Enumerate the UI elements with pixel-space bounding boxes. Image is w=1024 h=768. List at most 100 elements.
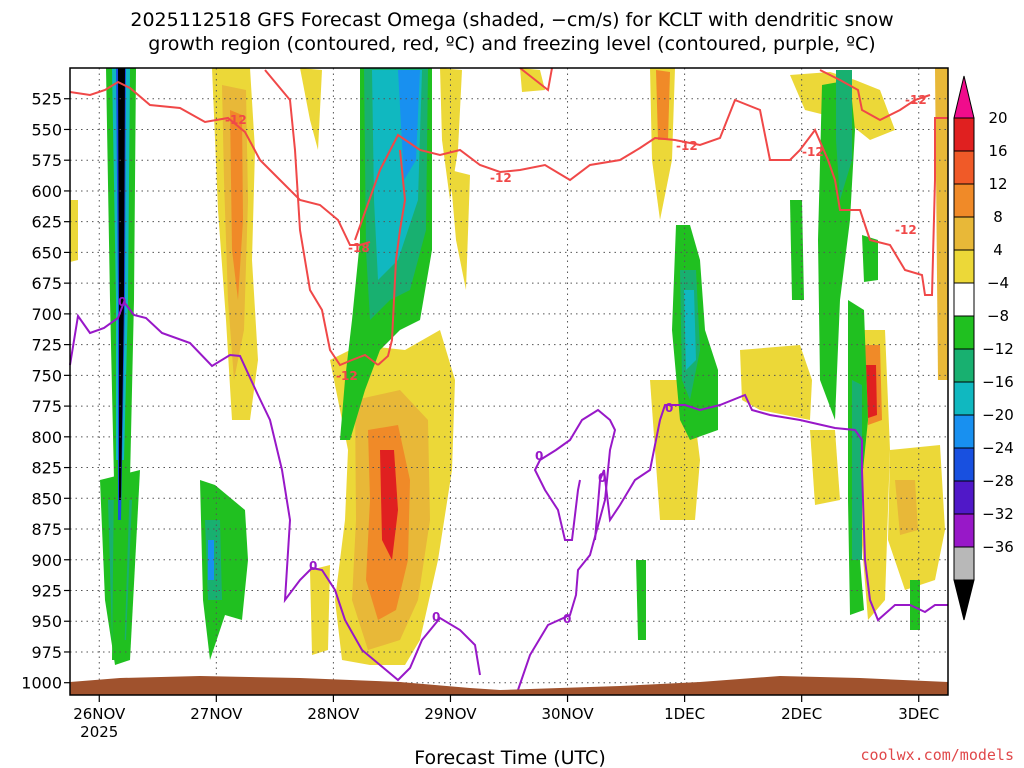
colorbar-label: 8 [993, 208, 1003, 226]
y-tick-label: 900 [31, 551, 62, 570]
freezing-label: 0 [563, 612, 571, 626]
colorbar-label: −12 [982, 340, 1014, 358]
y-axis: 525 550 575 600 625 650 675 700 725 750 775 800 825 8… [21, 90, 70, 693]
colorbar-swatch [953, 315, 975, 350]
omega-shading [70, 68, 948, 665]
y-tick-label: 925 [31, 582, 62, 601]
colorbar-swatch [953, 249, 975, 284]
y-tick-label: 950 [31, 612, 62, 631]
omega-negative-region [684, 290, 696, 370]
freezing-contours [69, 299, 948, 691]
colorbar-swatch [953, 216, 975, 251]
x-axis: 26NOV 27NOV 28NOV 29NOV 30NOV 1DEC 2DEC 3DEC 202… [73, 695, 939, 741]
freezing-contour-line [517, 408, 617, 691]
dgz-contour-line [377, 149, 407, 366]
omega-positive-region [740, 345, 812, 420]
omega-positive-region [300, 68, 322, 150]
y-tick-label: 650 [31, 243, 62, 262]
x-tick-label: 1DEC [664, 705, 705, 723]
freezing-contour-line [69, 299, 481, 682]
x-tick-label: 2DEC [781, 705, 822, 723]
colorbar-swatch [953, 117, 975, 152]
y-tick-label: 625 [31, 213, 62, 232]
dgz-label: -12 [225, 113, 247, 127]
omega-positive-region [230, 110, 243, 300]
y-tick-label: 600 [31, 182, 62, 201]
plot-background [70, 68, 948, 695]
colorbar-swatch [953, 447, 975, 482]
colorbar-swatch [953, 546, 975, 581]
dgz-contour-line [819, 69, 931, 122]
colorbar-label: 4 [993, 241, 1003, 259]
y-tick-label: 1000 [21, 674, 62, 693]
colorbar-label: 12 [988, 175, 1007, 193]
omega-positive-region [895, 480, 918, 535]
omega-positive-region [380, 450, 398, 560]
omega-positive-region [866, 365, 877, 418]
dgz-contour-line [354, 98, 948, 296]
colorbar-swatch [953, 282, 975, 317]
freezing-labels: 0 0 0 0 0 0 0 [118, 295, 673, 626]
dgz-contours [69, 67, 948, 367]
freezing-label: 0 [309, 559, 317, 573]
ground-surface [70, 676, 948, 695]
y-tick-label: 975 [31, 643, 62, 662]
colorbar-label: −16 [982, 373, 1014, 391]
omega-negative-region [636, 560, 646, 640]
x-tick-label: 30NOV [541, 705, 594, 723]
x-year-label: 2025 [80, 723, 118, 741]
y-tick-label: 725 [31, 336, 62, 355]
omega-positive-region [310, 565, 330, 655]
x-tick-label: 3DEC [898, 705, 939, 723]
colorbar-label: −24 [982, 439, 1014, 457]
x-tick-label: 26NOV [73, 705, 126, 723]
omega-positive-region [440, 68, 462, 200]
freezing-label: 0 [535, 449, 543, 463]
omega-negative-region [208, 540, 214, 580]
omega-negative-region [118, 68, 125, 500]
colorbar-label: −4 [987, 274, 1009, 292]
dgz-label: -12 [802, 145, 824, 159]
freezing-label: 0 [118, 295, 126, 309]
omega-negative-region [852, 380, 862, 560]
colorbar-swatch [953, 183, 975, 218]
y-tick-label: 775 [31, 397, 62, 416]
colorbar-label: −32 [982, 505, 1014, 523]
x-tick-label: 27NOV [190, 705, 243, 723]
omega-negative-region [836, 70, 852, 200]
chart-title-line2: growth region (contoured, red, ºC) and f… [148, 33, 875, 55]
plot-area: -12 -12 -12 -12 -12 -18 -12 -12 0 0 0 0 … [69, 67, 949, 696]
dgz-contour-line [264, 69, 379, 367]
colorbar-swatch [953, 381, 975, 416]
y-tick-label: 550 [31, 120, 62, 139]
colorbar-label: −36 [982, 538, 1014, 556]
omega-positive-region [450, 170, 470, 290]
colorbar-swatch [953, 480, 975, 515]
y-tick-label: 800 [31, 428, 62, 447]
x-axis-label: Forecast Time (UTC) [414, 747, 605, 768]
freezing-label: 0 [665, 401, 673, 415]
chart-title-line1: 2025112518 GFS Forecast Omega (shaded, −… [130, 9, 893, 31]
y-tick-label: 675 [31, 274, 62, 293]
x-tick-label: 29NOV [424, 705, 477, 723]
dgz-label: -12 [905, 93, 927, 107]
colorbar-label: −8 [987, 307, 1009, 325]
y-tick-label: 750 [31, 366, 62, 385]
y-tick-label: 700 [31, 305, 62, 324]
omega-positive-region [70, 200, 78, 262]
y-tick-label: 525 [31, 90, 62, 109]
dgz-contour-line [69, 80, 371, 246]
omega-negative-region [862, 235, 878, 282]
y-tick-label: 825 [31, 459, 62, 478]
dgz-label: -12 [490, 171, 512, 185]
y-tick-label: 875 [31, 520, 62, 539]
dgz-labels: -12 -12 -12 -12 -12 -18 -12 -12 [225, 93, 927, 383]
colorbar-top-arrow [953, 75, 975, 119]
colorbar-swatch [953, 348, 975, 383]
omega-negative-region [790, 200, 804, 300]
omega-positive-region [935, 68, 948, 380]
colorbar-label: 16 [988, 142, 1007, 160]
colorbar-label: −20 [982, 406, 1014, 424]
dgz-label: -12 [676, 139, 698, 153]
